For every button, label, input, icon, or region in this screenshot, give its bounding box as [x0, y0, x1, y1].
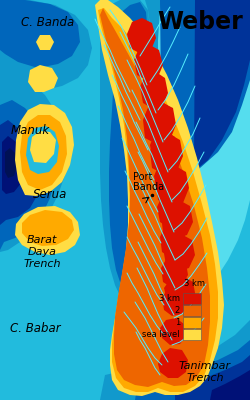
Polygon shape	[164, 276, 196, 312]
Polygon shape	[0, 75, 68, 280]
Polygon shape	[162, 286, 188, 316]
Polygon shape	[15, 206, 80, 255]
Polygon shape	[140, 72, 168, 109]
Text: 3 km: 3 km	[184, 279, 204, 288]
Polygon shape	[150, 133, 183, 175]
Polygon shape	[2, 136, 24, 194]
Polygon shape	[161, 200, 193, 239]
Polygon shape	[160, 224, 186, 258]
Polygon shape	[130, 0, 250, 200]
Text: Barat
Daya
Trench: Barat Daya Trench	[23, 235, 61, 269]
Polygon shape	[143, 102, 176, 145]
Polygon shape	[161, 256, 188, 288]
Polygon shape	[145, 101, 173, 138]
Polygon shape	[134, 45, 163, 81]
Polygon shape	[163, 234, 195, 272]
Polygon shape	[30, 131, 56, 163]
Polygon shape	[127, 18, 156, 54]
Bar	[183, 317, 201, 328]
Polygon shape	[95, 0, 224, 396]
Text: Manuk: Manuk	[10, 124, 50, 136]
Polygon shape	[28, 65, 58, 92]
Polygon shape	[160, 0, 250, 195]
Bar	[183, 329, 201, 340]
Polygon shape	[109, 2, 148, 304]
Text: Serua: Serua	[33, 188, 67, 202]
Polygon shape	[175, 355, 250, 400]
Text: Port
Banda: Port Banda	[133, 172, 164, 192]
Polygon shape	[26, 126, 59, 174]
Polygon shape	[158, 348, 188, 378]
Text: 3 km: 3 km	[159, 294, 180, 303]
Polygon shape	[5, 148, 18, 178]
Polygon shape	[157, 193, 184, 228]
Text: sea level: sea level	[142, 330, 180, 339]
Polygon shape	[160, 318, 186, 345]
Polygon shape	[100, 8, 210, 387]
Bar	[183, 305, 201, 316]
Text: Weber: Weber	[157, 10, 243, 34]
Bar	[183, 293, 201, 304]
Polygon shape	[100, 320, 250, 400]
Polygon shape	[156, 165, 189, 207]
Polygon shape	[0, 0, 92, 90]
Polygon shape	[15, 104, 74, 196]
Text: 1: 1	[175, 318, 180, 327]
Polygon shape	[140, 0, 250, 330]
Text: 2: 2	[175, 306, 180, 315]
Polygon shape	[210, 370, 250, 400]
Polygon shape	[0, 100, 55, 250]
Polygon shape	[150, 131, 178, 168]
Text: C. Banda: C. Banda	[22, 16, 74, 28]
Polygon shape	[100, 0, 150, 312]
Polygon shape	[135, 340, 250, 400]
Polygon shape	[0, 120, 40, 225]
Polygon shape	[0, 0, 80, 68]
Text: C. Babar: C. Babar	[10, 322, 60, 334]
Text: Tanimbar
Trench: Tanimbar Trench	[179, 361, 231, 383]
Polygon shape	[20, 115, 67, 190]
Polygon shape	[194, 0, 250, 168]
Polygon shape	[154, 162, 182, 198]
Polygon shape	[22, 210, 74, 246]
Polygon shape	[36, 35, 54, 50]
Polygon shape	[98, 8, 218, 392]
